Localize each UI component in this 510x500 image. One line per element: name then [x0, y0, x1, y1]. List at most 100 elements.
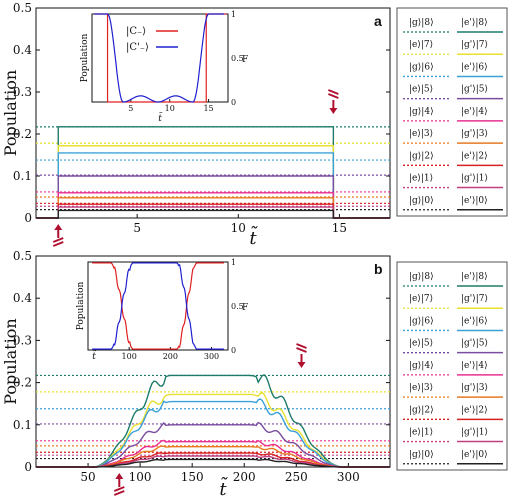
panel-a-ytick-label: 0.2	[13, 127, 32, 141]
legend-a-entry-left: |g⟩|2⟩	[409, 151, 434, 161]
legend-a-entry-right: |g'⟩|5⟩	[461, 85, 488, 95]
panel-a-xtick-label: 15	[332, 221, 347, 235]
panel-b-ytick-label: 0	[24, 460, 32, 474]
panel-a-ytick-label: 0.3	[13, 85, 32, 99]
legend-a-entry-left: |e⟩|1⟩	[409, 174, 433, 184]
legend-b-entry-right: |g'⟩|3⟩	[461, 383, 488, 393]
panel-b-xtick-label: 200	[233, 470, 256, 484]
legend-a-entry-left: |e⟩|5⟩	[409, 85, 433, 95]
inset-b-blue-curve	[92, 262, 224, 350]
pulse-b-on-head	[115, 473, 124, 479]
legend-a-entry-right: |e'⟩|8⟩	[461, 18, 488, 28]
panel-b-ytick-label: 0.2	[13, 376, 32, 390]
pulse-a-off	[327, 89, 339, 114]
legend-b-entry-left: |g⟩|8⟩	[409, 272, 434, 282]
inset-b-ylabel-right: F	[242, 303, 248, 313]
legend-a-frame	[396, 7, 508, 217]
legend-a-entry-right: |g'⟩|3⟩	[461, 129, 488, 139]
legend-a-entry-left: |g⟩|0⟩	[409, 196, 434, 206]
legend-b-entry-left: |e⟩|1⟩	[409, 428, 433, 438]
legend-a-entry-left: |e⟩|7⟩	[409, 40, 433, 50]
series-a-solid	[36, 197, 390, 219]
inset-a-ylabel-right: F	[242, 55, 248, 65]
legend-a-entry-left: |g⟩|6⟩	[409, 62, 434, 72]
panel-a-label: a	[374, 13, 382, 29]
panel-b-ytick-label: 0.5	[13, 249, 32, 263]
legend-b-entry-left: |g⟩|4⟩	[409, 361, 434, 371]
legend-b-entry-right: |g'⟩|5⟩	[461, 339, 488, 349]
legend-a-entry-right: |e'⟩|2⟩	[461, 151, 488, 161]
legend-a-entry-left: |g⟩|8⟩	[409, 18, 434, 28]
panel-a-xlabel: t̃	[249, 226, 258, 249]
panel-b-label: b	[374, 261, 383, 277]
legend-a-entry-right: |g'⟩|1⟩	[461, 174, 488, 184]
legend-b-entry-left: |g⟩|0⟩	[409, 450, 434, 460]
inset-a-ytick-label: 0.5	[231, 54, 244, 63]
panel-b-xtick-label: 50	[80, 470, 95, 484]
inset-b-xlabel: t̃	[92, 349, 96, 362]
pulse-b-on-bolt	[113, 486, 125, 496]
series-a-solid	[36, 209, 390, 219]
panel-b-xtick-label: 300	[337, 470, 360, 484]
inset-a-ylabel: Population	[80, 33, 90, 82]
panel-b-ylabel: Population	[1, 318, 20, 404]
panel-b-xtick-label: 150	[181, 470, 204, 484]
inset-a-legend-1: |C₋⟩	[126, 26, 146, 37]
panel-b-ytick-label: 0.1	[13, 418, 32, 432]
inset-b-red-curve	[92, 262, 224, 350]
legend-a-entry-right: |g'⟩|7⟩	[461, 40, 488, 50]
inset-b-ytick-label: 1	[231, 258, 236, 267]
series-a-solid	[36, 206, 390, 219]
legend-b-entry-left: |e⟩|5⟩	[409, 339, 433, 349]
pulse-b-off	[296, 343, 307, 368]
panel-a-xtick-label: 10	[231, 221, 246, 235]
inset-a-xtick-label: 10	[165, 104, 175, 113]
legend-a-entry-right: |e'⟩|0⟩	[461, 196, 488, 206]
inset-a-frame	[91, 13, 229, 103]
panel-b-xtick-label: 100	[129, 470, 152, 484]
series-b-solid	[36, 458, 390, 468]
inset-a-xtick-label: 5	[128, 104, 133, 113]
pulse-a-off-head	[329, 108, 338, 114]
inset-a-ytick-label: 0	[231, 98, 236, 107]
panel-a-frame	[35, 7, 391, 219]
legend-b-entry-left: |e⟩|3⟩	[409, 383, 433, 393]
panel-b-ytick-label: 0.3	[13, 333, 32, 347]
panel-b-ytick-label: 0.4	[13, 291, 32, 305]
legend-b-entry-left: |g⟩|6⟩	[409, 316, 434, 326]
legend-b-entry-right: |g'⟩|1⟩	[461, 428, 488, 438]
pulse-b-on	[113, 473, 125, 496]
legend-a-entry-left: |g⟩|4⟩	[409, 107, 434, 117]
inset-a-legend-2: |C'₋⟩	[126, 42, 149, 53]
pulse-b-off-head	[297, 362, 306, 368]
pulse-b-off-bolt	[296, 343, 307, 353]
inset-b-xtick-label: 100	[122, 352, 137, 361]
legend-a: |g⟩|8⟩ |e'⟩|8⟩ |e⟩|7⟩ |g'⟩|7⟩ |g⟩|6⟩ |e'⟩|6⟩ |…	[396, 7, 508, 217]
inset-a-ytick-label: 1	[231, 10, 236, 19]
panel-b-xlabel: t̃	[219, 477, 228, 500]
pulse-a-on-head	[54, 224, 63, 230]
inset-b-ytick-label: 0	[231, 346, 236, 355]
pulse-a-on	[52, 224, 64, 247]
legend-b-entry-right: |e'⟩|2⟩	[461, 405, 488, 415]
inset-a-xtick-label: 15	[203, 104, 213, 113]
inset-b-xtick-label: 300	[204, 352, 219, 361]
panel-a-ytick-label: 0	[24, 211, 32, 225]
legend-b-entry-right: |e'⟩|0⟩	[461, 450, 488, 460]
inset-a-blue-curve	[94, 13, 225, 103]
legend-a-entry-left: |e⟩|3⟩	[409, 129, 433, 139]
panel-a-ylabel: Population	[1, 70, 20, 156]
series-a-solid	[36, 152, 390, 219]
panel-a-xtick-label: 5	[133, 221, 141, 235]
inset-a-xlabel: t̃	[158, 111, 162, 124]
panel-a-ytick-label: 0.5	[13, 1, 32, 15]
inset-b-xtick-label: 200	[163, 352, 178, 361]
panel-a-ytick-label: 0.1	[13, 169, 32, 183]
legend-a-entry-right: |e'⟩|6⟩	[461, 62, 488, 72]
legend-b: |g⟩|8⟩ |e'⟩|8⟩ |e⟩|7⟩ |g'⟩|7⟩ |g⟩|6⟩ |e'⟩|6⟩ |…	[396, 261, 508, 471]
legend-b-frame	[396, 261, 508, 471]
legend-a-entry-right: |e'⟩|4⟩	[461, 107, 488, 117]
panel-b: 0 0.1 0.2 0.3 0.4 0.5 50 100 150 200 250 300 Populat…	[1, 249, 391, 500]
legend-b-entry-right: |e'⟩|6⟩	[461, 316, 488, 326]
